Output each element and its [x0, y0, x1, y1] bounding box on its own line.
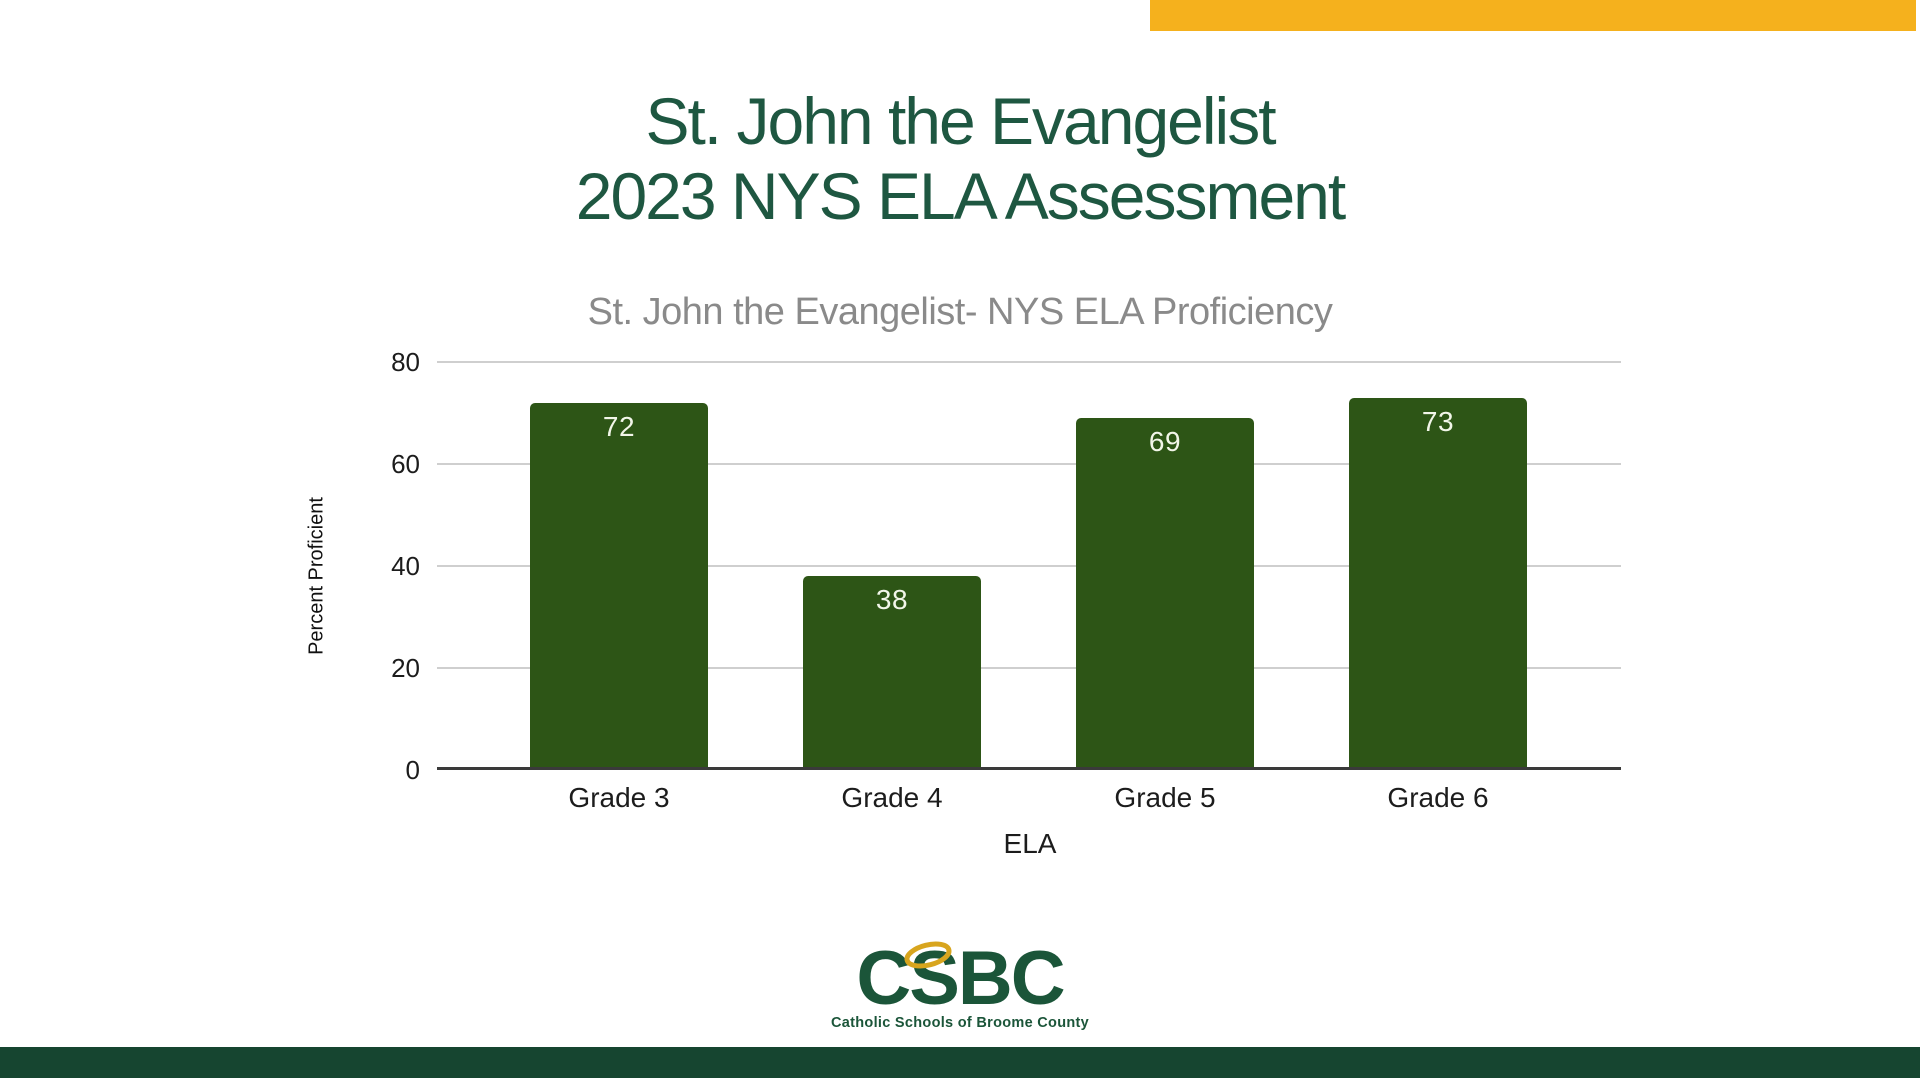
x-tick-grade-6: Grade 6	[1387, 782, 1489, 813]
y-tick-60: 60	[391, 449, 420, 479]
bar-grade-4: 38	[803, 576, 981, 770]
top-gold-accent-bar	[1150, 0, 1916, 31]
y-tick-20: 20	[391, 653, 420, 683]
gridline-20	[437, 667, 1621, 669]
x-tick-grade-4: Grade 4	[841, 782, 943, 813]
gridline-40	[437, 565, 1621, 567]
halo-ellipse	[904, 941, 952, 969]
chart-plot-area: 72 38 69 73	[437, 361, 1621, 770]
bar-grade-5: 69	[1076, 418, 1254, 770]
gridline-80	[437, 361, 1621, 363]
bar-grade-6: 73	[1349, 397, 1527, 770]
gridline-60	[437, 463, 1621, 465]
y-tick-0: 0	[405, 755, 420, 785]
bar-value-label: 38	[875, 584, 909, 616]
chart-title: St. John the Evangelist- NYS ELA Profici…	[587, 291, 1333, 333]
bar-value-label: 69	[1148, 426, 1182, 458]
bottom-green-bar	[0, 1047, 1920, 1078]
x-axis-label: ELA	[1003, 828, 1057, 859]
y-tick-40: 40	[391, 551, 420, 581]
y-axis-label: Percent Proficient	[305, 497, 328, 655]
slide-title: St. John the Evangelist 2023 NYS ELA Ass…	[575, 84, 1346, 233]
x-tick-grade-5: Grade 5	[1114, 782, 1216, 813]
bar-grade-3: 72	[530, 402, 708, 770]
logo-tagline: Catholic Schools of Broome County	[830, 1015, 1090, 1031]
csbc-logo-text: CSBC	[856, 936, 1065, 1021]
halo-icon	[904, 941, 952, 969]
x-tick-grade-3: Grade 3	[568, 782, 670, 813]
bar-value-label: 73	[1421, 405, 1455, 437]
y-tick-80: 80	[391, 347, 420, 377]
x-axis-line	[437, 767, 1621, 770]
bar-value-label: 72	[602, 410, 636, 442]
